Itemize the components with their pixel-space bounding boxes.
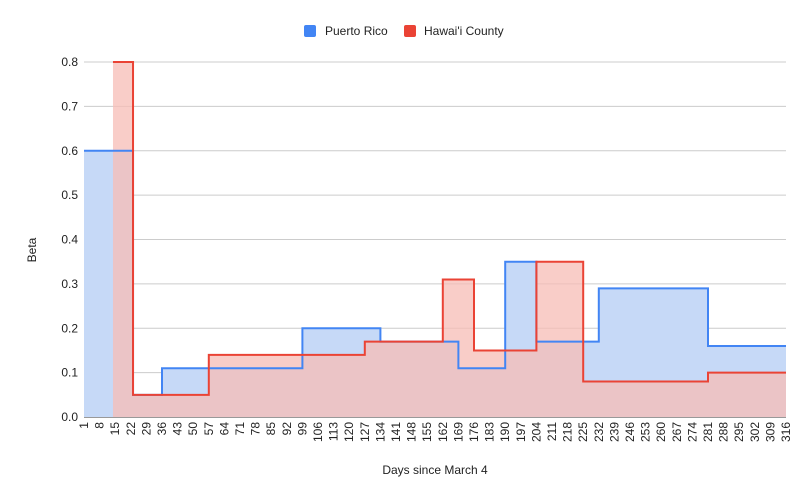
x-tick-label: 162 <box>436 422 450 442</box>
x-tick-label: 127 <box>358 422 372 442</box>
x-tick-label: 148 <box>405 422 419 442</box>
x-tick-label: 50 <box>186 422 200 436</box>
x-tick-label: 15 <box>108 422 122 436</box>
x-tick-label: 267 <box>670 422 684 442</box>
x-axis-title: Days since March 4 <box>382 463 488 477</box>
y-tick-label: 0.1 <box>61 366 78 380</box>
x-tick-label: 99 <box>295 422 309 436</box>
x-tick-label: 92 <box>280 422 294 436</box>
x-tick-label: 260 <box>654 422 668 442</box>
x-tick-label: 71 <box>233 422 247 436</box>
series-lines <box>84 61 786 396</box>
x-tick-label: 295 <box>732 422 746 442</box>
x-tick-label: 253 <box>639 422 653 442</box>
x-tick-label: 155 <box>420 422 434 442</box>
y-tick-label: 0.4 <box>61 233 78 247</box>
x-tick-label: 120 <box>342 422 356 442</box>
x-tick-label: 281 <box>701 422 715 442</box>
x-tick-labels: 1 8 15 22 29 36 43 50 57 64 71 78 85 92 99 106 113 120 127… <box>77 422 793 442</box>
legend-swatch-hawaii-county <box>404 25 416 37</box>
x-tick-label: 64 <box>217 422 231 436</box>
x-tick-label: 309 <box>763 422 777 442</box>
x-tick-label: 232 <box>592 422 606 442</box>
x-tick-label: 8 <box>93 422 107 429</box>
x-tick-label: 225 <box>576 422 590 442</box>
legend-label-puerto-rico: Puerto Rico <box>325 24 388 38</box>
x-tick-label: 246 <box>623 422 637 442</box>
x-tick-label: 288 <box>717 422 731 442</box>
x-tick-label: 22 <box>124 422 138 436</box>
series-line-puerto-rico <box>84 149 786 396</box>
x-tick-label: 141 <box>389 422 403 442</box>
legend-swatch-puerto-rico <box>304 25 316 37</box>
y-axis-title: Beta <box>25 237 39 262</box>
x-tick-label: 43 <box>171 422 185 436</box>
x-tick-label: 113 <box>327 422 341 441</box>
x-tick-label: 302 <box>748 422 762 442</box>
x-tick-label: 85 <box>264 422 278 436</box>
series-area-puerto-rico <box>84 150 786 417</box>
x-tick-label: 106 <box>311 422 325 442</box>
legend-label-hawaii-county: Hawai'i County <box>424 24 504 38</box>
y-tick-label: 0.2 <box>61 321 78 335</box>
x-tick-label: 169 <box>451 422 465 442</box>
x-tick-label: 218 <box>561 422 575 442</box>
series-areas <box>84 62 786 417</box>
x-tick-label: 239 <box>607 422 621 442</box>
y-tick-labels: 0.0 0.1 0.2 0.3 0.4 0.5 0.6 0.7 0.8 <box>61 55 78 424</box>
series-area-hawaii-county <box>112 62 786 417</box>
x-tick-label: 176 <box>467 422 481 442</box>
x-tick-label: 190 <box>498 422 512 442</box>
y-tick-label: 0.0 <box>61 410 78 424</box>
x-tick-label: 211 <box>545 422 559 441</box>
x-tick-label: 274 <box>685 422 699 442</box>
x-tick-label: 134 <box>373 422 387 442</box>
y-tick-label: 0.6 <box>61 144 78 158</box>
x-tick-label: 29 <box>139 422 153 436</box>
series-line-hawaii-county <box>112 61 786 396</box>
x-tick-label: 57 <box>202 422 216 436</box>
x-tick-label: 183 <box>483 422 497 442</box>
legend: Puerto Rico Hawai'i County <box>304 24 504 38</box>
x-tick-label: 197 <box>514 422 528 442</box>
x-tick-label: 316 <box>779 422 793 442</box>
x-tick-label: 78 <box>249 422 263 436</box>
x-tick-label: 36 <box>155 422 169 436</box>
x-tick-label: 204 <box>529 422 543 442</box>
x-tick-label: 1 <box>77 422 91 429</box>
y-tick-label: 0.8 <box>61 55 78 69</box>
y-tick-label: 0.7 <box>61 99 78 113</box>
y-tick-label: 0.3 <box>61 277 78 291</box>
y-tick-label: 0.5 <box>61 188 78 202</box>
